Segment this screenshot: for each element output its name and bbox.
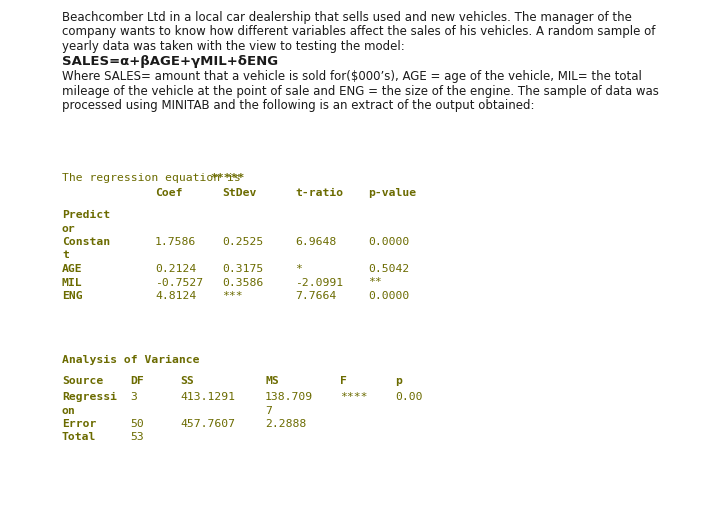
Text: Total: Total: [62, 433, 97, 442]
Text: p: p: [395, 376, 402, 386]
Text: 2.2888: 2.2888: [265, 419, 306, 429]
Text: *: *: [295, 264, 302, 274]
Text: Regressi: Regressi: [62, 392, 117, 402]
Text: 413.1291: 413.1291: [180, 392, 235, 402]
Text: DF: DF: [130, 376, 143, 386]
Text: 1.7586: 1.7586: [155, 237, 196, 247]
Text: 7: 7: [265, 406, 272, 416]
Text: -0.7527: -0.7527: [155, 278, 203, 288]
Text: 6.9648: 6.9648: [295, 237, 337, 247]
Text: MIL: MIL: [62, 278, 82, 288]
Text: 53: 53: [130, 433, 143, 442]
Text: Source: Source: [62, 376, 103, 386]
Text: t-ratio: t-ratio: [295, 188, 343, 198]
Text: 0.3175: 0.3175: [222, 264, 263, 274]
Text: Coef: Coef: [155, 188, 182, 198]
Text: 0.0000: 0.0000: [368, 291, 409, 301]
Text: SS: SS: [180, 376, 194, 386]
Text: ENG: ENG: [62, 291, 82, 301]
Text: ****: ****: [340, 392, 368, 402]
Text: 0.5042: 0.5042: [368, 264, 409, 274]
Text: ***: ***: [222, 291, 243, 301]
Text: 0.2525: 0.2525: [222, 237, 263, 247]
Text: 0.2124: 0.2124: [155, 264, 196, 274]
Text: Predict: Predict: [62, 210, 110, 220]
Text: company wants to know how different variables affect the sales of his vehicles. : company wants to know how different vari…: [62, 26, 655, 38]
Text: 4.8124: 4.8124: [155, 291, 196, 301]
Text: 457.7607: 457.7607: [180, 419, 235, 429]
Text: or: or: [62, 224, 76, 233]
Text: AGE: AGE: [62, 264, 82, 274]
Text: Error: Error: [62, 419, 97, 429]
Text: yearly data was taken with the view to testing the model:: yearly data was taken with the view to t…: [62, 40, 405, 53]
Text: 138.709: 138.709: [265, 392, 313, 402]
Text: SALES=α+βAGE+γMIL+δENG: SALES=α+βAGE+γMIL+δENG: [62, 54, 278, 68]
Text: Where SALES= amount that a vehicle is sold for($000’s), AGE = age of the vehicle: Where SALES= amount that a vehicle is so…: [62, 70, 642, 83]
Text: StDev: StDev: [222, 188, 256, 198]
Text: 0.0000: 0.0000: [368, 237, 409, 247]
Text: Analysis of Variance: Analysis of Variance: [62, 355, 200, 365]
Text: on: on: [62, 406, 76, 416]
Text: *****: *****: [210, 173, 244, 183]
Text: 50: 50: [130, 419, 143, 429]
Text: **: **: [368, 278, 382, 288]
Text: processed using MINITAB and the following is an extract of the output obtained:: processed using MINITAB and the followin…: [62, 99, 535, 112]
Text: 0.00: 0.00: [395, 392, 422, 402]
Text: 0.3586: 0.3586: [222, 278, 263, 288]
Text: Constan: Constan: [62, 237, 110, 247]
Text: 7.7664: 7.7664: [295, 291, 337, 301]
Text: t: t: [62, 250, 69, 261]
Text: mileage of the vehicle at the point of sale and ENG = the size of the engine. Th: mileage of the vehicle at the point of s…: [62, 84, 659, 97]
Text: F: F: [340, 376, 347, 386]
Text: p-value: p-value: [368, 188, 416, 198]
Text: MS: MS: [265, 376, 279, 386]
Text: -2.0991: -2.0991: [295, 278, 343, 288]
Text: 3: 3: [130, 392, 137, 402]
Text: Beachcomber Ltd in a local car dealership that sells used and new vehicles. The : Beachcomber Ltd in a local car dealershi…: [62, 11, 632, 24]
Text: The regression equation is: The regression equation is: [62, 173, 248, 183]
